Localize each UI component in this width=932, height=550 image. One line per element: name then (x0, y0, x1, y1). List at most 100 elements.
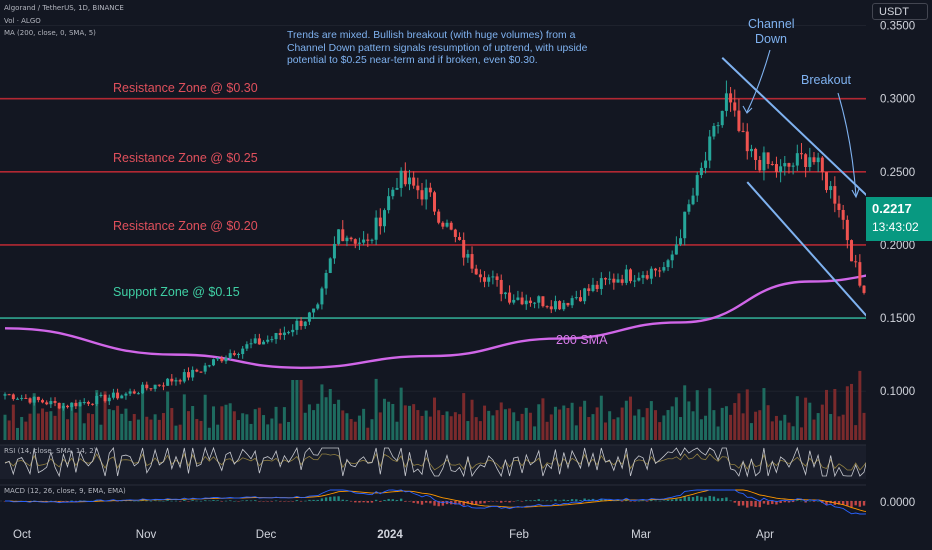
candle-body[interactable] (695, 175, 699, 196)
candle-body[interactable] (157, 384, 161, 386)
candle-body[interactable] (332, 243, 336, 259)
candle-body[interactable] (337, 229, 341, 244)
candle-body[interactable] (524, 300, 528, 305)
candle-body[interactable] (212, 359, 215, 366)
candle-body[interactable] (316, 304, 320, 309)
candle-body[interactable] (633, 280, 637, 282)
candle-body[interactable] (178, 380, 182, 382)
candle-body[interactable] (16, 398, 20, 400)
candle-body[interactable] (387, 196, 391, 211)
candle-body[interactable] (36, 396, 40, 401)
candle-body[interactable] (86, 402, 90, 404)
candle-body[interactable] (466, 254, 470, 258)
candle-body[interactable] (186, 372, 190, 378)
candle-body[interactable] (228, 353, 232, 358)
sma-200-path[interactable] (4, 270, 915, 369)
candle-body[interactable] (78, 402, 82, 407)
candle-body[interactable] (20, 397, 24, 399)
candle-body[interactable] (45, 402, 49, 405)
candle-body[interactable] (749, 148, 753, 152)
candle-body[interactable] (478, 274, 482, 278)
candle-body[interactable] (341, 229, 345, 242)
candle-body[interactable] (353, 239, 357, 244)
candle-body[interactable] (291, 329, 295, 333)
candle-body[interactable] (670, 254, 674, 261)
candle-body[interactable] (724, 93, 728, 111)
candle-body[interactable] (91, 403, 95, 405)
candle-body[interactable] (741, 130, 745, 132)
candle-body[interactable] (708, 136, 712, 161)
candle-body[interactable] (699, 167, 703, 176)
candle-body[interactable] (603, 278, 607, 280)
candle-body[interactable] (237, 354, 241, 356)
horizontal-levels[interactable] (0, 97, 866, 319)
candle-body[interactable] (7, 394, 11, 396)
candle-body[interactable] (791, 165, 795, 167)
candle-body[interactable] (107, 397, 111, 402)
candle-body[interactable] (433, 192, 437, 212)
candle-body[interactable] (61, 405, 65, 409)
candle-body[interactable] (424, 187, 428, 200)
candle-body[interactable] (729, 93, 733, 103)
candle-body[interactable] (349, 237, 353, 240)
candle-body[interactable] (841, 209, 845, 220)
candle-body[interactable] (824, 172, 828, 191)
candle-body[interactable] (533, 302, 537, 304)
candle-body[interactable] (441, 222, 445, 227)
candle-body[interactable] (487, 277, 491, 282)
candle-body[interactable] (312, 308, 316, 313)
candle-body[interactable] (195, 369, 199, 372)
candle-body[interactable] (32, 396, 36, 403)
candle-body[interactable] (420, 190, 424, 200)
candle-body[interactable] (103, 394, 107, 402)
candle-body[interactable] (774, 164, 778, 173)
candle-body[interactable] (799, 153, 803, 155)
candle-body[interactable] (199, 371, 203, 373)
candle-body[interactable] (812, 157, 816, 163)
candle-body[interactable] (583, 288, 587, 302)
candle-body[interactable] (691, 195, 695, 205)
candle-body[interactable] (382, 210, 386, 227)
candle-body[interactable] (508, 292, 512, 303)
candle-body[interactable] (541, 296, 545, 307)
candle-body[interactable] (203, 365, 207, 372)
candle-body[interactable] (182, 372, 186, 382)
candle-body[interactable] (24, 397, 28, 399)
candle-body[interactable] (70, 402, 74, 408)
candle-body[interactable] (637, 277, 641, 281)
candle-body[interactable] (820, 157, 824, 173)
candle-body[interactable] (833, 186, 837, 204)
candle-body[interactable] (253, 338, 257, 344)
candle-body[interactable] (362, 239, 366, 243)
candle-body[interactable] (307, 312, 311, 322)
candle-body[interactable] (745, 131, 749, 152)
candle-body[interactable] (99, 394, 103, 396)
candle-body[interactable] (449, 222, 453, 230)
candle-body[interactable] (683, 211, 687, 239)
candle-body[interactable] (553, 301, 557, 310)
candle-body[interactable] (624, 269, 628, 283)
candle-body[interactable] (328, 258, 332, 273)
candle-body[interactable] (357, 242, 361, 244)
candle-body[interactable] (66, 405, 70, 408)
candle-body[interactable] (128, 391, 132, 394)
candle-body[interactable] (53, 401, 57, 403)
candle-body[interactable] (74, 402, 78, 407)
candle-body[interactable] (437, 211, 441, 223)
candle-body[interactable] (762, 152, 766, 171)
candle-body[interactable] (41, 400, 45, 403)
candle-body[interactable] (679, 238, 683, 245)
candle-body[interactable] (116, 392, 120, 399)
candle-body[interactable] (287, 332, 291, 334)
candle-body[interactable] (232, 353, 236, 355)
candle-body[interactable] (649, 268, 653, 279)
candle-body[interactable] (407, 177, 411, 185)
candle-body[interactable] (845, 219, 849, 241)
candle-body[interactable] (662, 267, 666, 271)
candle-body[interactable] (503, 292, 507, 295)
candle-body[interactable] (395, 187, 399, 190)
candle-body[interactable] (687, 204, 691, 212)
candle-body[interactable] (595, 284, 599, 289)
candle-body[interactable] (299, 320, 303, 327)
